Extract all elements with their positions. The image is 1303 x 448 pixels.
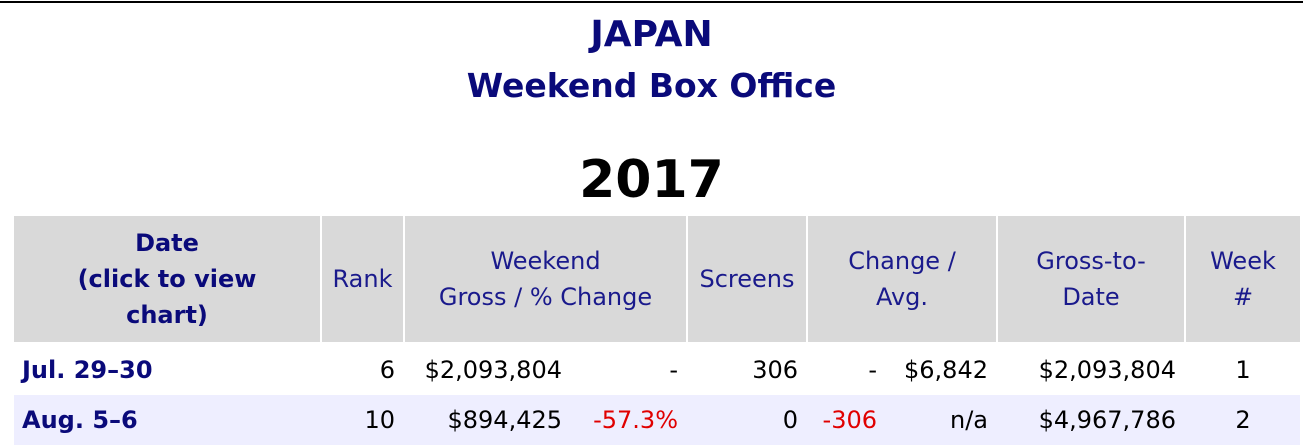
- date-link[interactable]: Jul. 29–30: [22, 356, 153, 384]
- row-background: [14, 345, 1300, 395]
- screens: 306: [752, 356, 798, 384]
- percent-change: -: [669, 356, 678, 384]
- header-line: Gross-to-: [1036, 247, 1146, 275]
- top-rule: [0, 1, 1303, 3]
- column-header: Screens: [688, 216, 806, 342]
- header-line: Week: [1210, 247, 1276, 275]
- average: n/a: [949, 406, 988, 434]
- header-line: Weekend: [490, 247, 601, 275]
- header-line: Rank: [332, 265, 393, 293]
- row-background: [14, 395, 1300, 445]
- rank: 6: [379, 356, 395, 384]
- column-header: Gross-to- Date: [998, 216, 1184, 342]
- percent-change: -57.3%: [593, 406, 678, 434]
- date-link[interactable]: Aug. 5–6: [22, 406, 138, 434]
- average: $6,842: [904, 356, 988, 384]
- column-header: Change / Avg.: [808, 216, 996, 342]
- column-header: Rank: [322, 216, 403, 342]
- header-line: Date: [1062, 283, 1120, 311]
- weekend-gross: $894,425: [447, 406, 562, 434]
- header-line: Date: [135, 229, 199, 257]
- column-header: Date (click to view chart): [14, 216, 320, 342]
- screen-change: -: [868, 356, 877, 384]
- column-header: Weekend Gross / % Change: [405, 216, 686, 342]
- year-heading: 2017: [579, 150, 724, 210]
- header-line: #: [1232, 283, 1254, 311]
- gross-to-date: $2,093,804: [1038, 356, 1176, 384]
- header-line: (click to view: [77, 265, 257, 293]
- weekend-gross: $2,093,804: [424, 356, 562, 384]
- screens: 0: [782, 406, 798, 434]
- header-line: Avg.: [875, 283, 929, 311]
- header-line: Change /: [848, 247, 956, 275]
- column-header: Week #: [1186, 216, 1300, 342]
- week-number: 1: [1235, 356, 1251, 384]
- header-line: chart): [126, 301, 208, 329]
- page-title: JAPAN: [590, 14, 713, 55]
- page-subtitle: Weekend Box Office: [466, 66, 837, 105]
- screen-change: -306: [822, 406, 877, 434]
- gross-to-date: $4,967,786: [1038, 406, 1176, 434]
- rank: 10: [364, 406, 395, 434]
- header-line: Screens: [699, 265, 795, 293]
- week-number: 2: [1235, 406, 1251, 434]
- header-line: Gross / % Change: [438, 283, 653, 311]
